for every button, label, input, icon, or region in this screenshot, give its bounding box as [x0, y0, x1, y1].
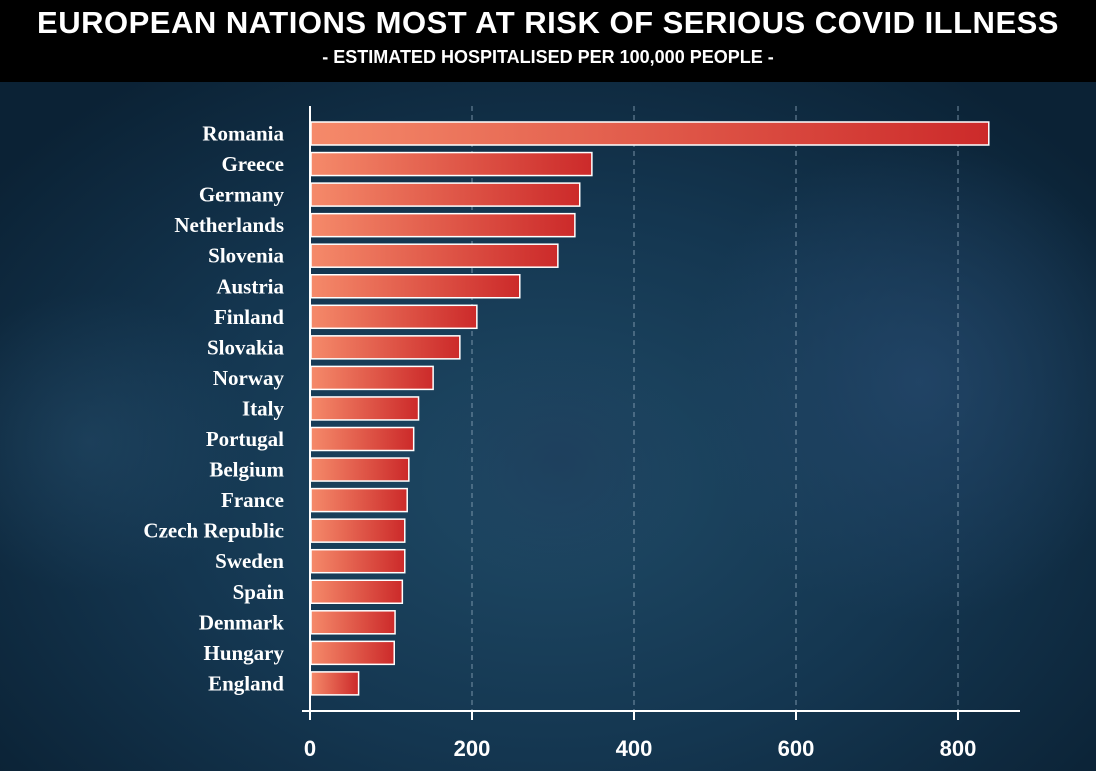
category-label: Norway [213, 366, 285, 390]
bar-sweden [310, 548, 406, 574]
category-label: Slovakia [207, 335, 285, 359]
category-label: Greece [221, 152, 284, 176]
bar-england [310, 671, 360, 696]
category-label: Hungary [203, 641, 284, 665]
category-label: Belgium [209, 458, 284, 482]
category-label: Denmark [199, 610, 284, 634]
x-tick-label: 0 [304, 736, 316, 761]
bar-spain [310, 579, 404, 604]
category-label: Germany [199, 183, 285, 207]
bars: Romania Greece Germany Netherlands Slovenia A… [143, 121, 990, 696]
bar-france [310, 487, 408, 513]
bar-romania [310, 121, 990, 146]
x-axis: 0 200 400 600 800 [302, 106, 1020, 761]
category-label: Slovenia [208, 244, 284, 268]
chart-subtitle: - ESTIMATED HOSPITALISED PER 100,000 PEO… [322, 47, 774, 67]
chart-title: EUROPEAN NATIONS MOST AT RISK OF SERIOUS… [37, 5, 1059, 40]
category-label: Sweden [215, 549, 284, 573]
bar-netherlands [310, 212, 576, 238]
category-label: Netherlands [174, 213, 284, 237]
bar-austria [310, 274, 521, 299]
category-label: Finland [214, 305, 284, 329]
category-label: Czech Republic [143, 519, 284, 543]
bar-norway [310, 365, 434, 391]
category-label: Portugal [206, 427, 284, 451]
bar-czech-republic [310, 518, 406, 543]
x-tick-label: 400 [616, 736, 653, 761]
bar-slovenia [310, 243, 559, 268]
chart-header: EUROPEAN NATIONS MOST AT RISK OF SERIOUS… [0, 0, 1096, 82]
bar-denmark [310, 610, 396, 635]
bar-finland [310, 304, 478, 330]
category-label: England [208, 671, 284, 695]
bar-portugal [310, 426, 415, 452]
category-label: Austria [216, 274, 284, 298]
bar-hungary [310, 640, 395, 666]
bar-greece [310, 151, 593, 177]
x-tick-label: 800 [940, 736, 977, 761]
bar-italy [310, 396, 420, 421]
bar-slovakia [310, 335, 461, 360]
category-label: Romania [202, 122, 284, 146]
bar-belgium [310, 457, 410, 482]
x-tick-label: 200 [454, 736, 491, 761]
category-label: Italy [242, 396, 285, 420]
category-label: France [221, 488, 284, 512]
category-label: Spain [233, 580, 285, 604]
x-tick-label: 600 [778, 736, 815, 761]
bar-germany [310, 182, 581, 207]
